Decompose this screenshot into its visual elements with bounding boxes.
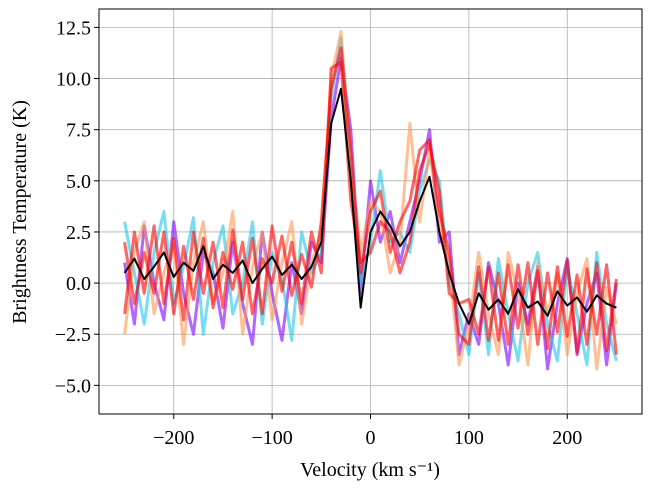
spectrum-line <box>123 60 618 355</box>
y-tick-label: 12.5 <box>56 17 91 39</box>
spectrum-line <box>123 36 618 367</box>
y-tick-label: 0.0 <box>66 273 91 295</box>
y-tick-label: 2.5 <box>66 222 91 244</box>
x-tick-label: −100 <box>251 427 292 449</box>
y-axis-label: Brightness Temperature (K) <box>9 100 31 324</box>
y-tick-label: 5.0 <box>66 171 91 193</box>
y-tick-label: 10.0 <box>56 69 91 91</box>
plot-frame <box>98 8 643 415</box>
y-tick-label: −5.0 <box>55 375 91 397</box>
y-tick-label: 7.5 <box>66 120 91 142</box>
x-tick-label: 0 <box>366 427 376 449</box>
x-axis-label: Velocity (km s⁻¹) <box>300 459 440 481</box>
y-tick-label: −2.5 <box>55 324 91 346</box>
spectrum-line <box>123 46 618 353</box>
spectrum-line <box>123 87 617 325</box>
x-tick-label: 200 <box>552 427 582 449</box>
x-tick-label: 100 <box>454 427 484 449</box>
x-tick-label: −200 <box>153 427 194 449</box>
